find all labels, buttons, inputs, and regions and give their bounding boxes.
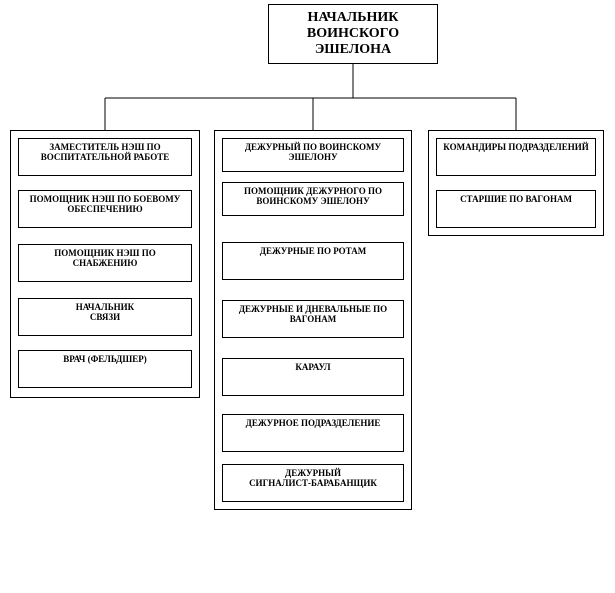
node-label: ПОМОЩНИК НЭШ ПО БОЕВОМУ ОБЕСПЕЧЕНИЮ — [21, 194, 189, 215]
node-duty-assistant: ПОМОЩНИК ДЕЖУРНОГО ПО ВОИНСКОМУ ЭШЕЛОНУ — [222, 182, 404, 216]
node-doctor: ВРАЧ (ФЕЛЬДШЕР) — [18, 350, 192, 388]
node-assistant-supply: ПОМОЩНИК НЭШ ПО СНАБЖЕНИЮ — [18, 244, 192, 282]
node-label: ЗАМЕСТИТЕЛЬ НЭШ ПО ВОСПИТАТЕЛЬНОЙ РАБОТЕ — [21, 142, 189, 163]
node-duty-company: ДЕЖУРНЫЕ ПО РОТАМ — [222, 242, 404, 280]
node-assistant-combat: ПОМОЩНИК НЭШ ПО БОЕВОМУ ОБЕСПЕЧЕНИЮ — [18, 190, 192, 228]
node-label: ДЕЖУРНЫЙСИГНАЛИСТ-БАРАБАНЩИК — [249, 468, 377, 489]
node-label: НАЧАЛЬНИКСВЯЗИ — [76, 302, 134, 323]
node-duty-echelon: ДЕЖУРНЫЙ ПО ВОИНСКОМУ ЭШЕЛОНУ — [222, 138, 404, 172]
node-signalist: ДЕЖУРНЫЙСИГНАЛИСТ-БАРАБАНЩИК — [222, 464, 404, 502]
node-label: ДЕЖУРНЫЙ ПО ВОИНСКОМУ ЭШЕЛОНУ — [225, 142, 401, 163]
node-wagon-seniors: СТАРШИЕ ПО ВАГОНАМ — [436, 190, 596, 228]
node-label: ДЕЖУРНОЕ ПОДРАЗДЕЛЕНИЕ — [246, 418, 381, 428]
root-node: НАЧАЛЬНИКВОИНСКОГОЭШЕЛОНА — [268, 4, 438, 64]
node-guard: КАРАУЛ — [222, 358, 404, 396]
node-label: КОМАНДИРЫ ПОДРАЗДЕЛЕНИЙ — [443, 142, 588, 152]
node-label: КАРАУЛ — [295, 362, 330, 372]
node-unit-commanders: КОМАНДИРЫ ПОДРАЗДЕЛЕНИЙ — [436, 138, 596, 176]
node-duty-unit: ДЕЖУРНОЕ ПОДРАЗДЕЛЕНИЕ — [222, 414, 404, 452]
root-node-label: НАЧАЛЬНИКВОИНСКОГОЭШЕЛОНА — [307, 10, 399, 58]
node-label: ВРАЧ (ФЕЛЬДШЕР) — [63, 354, 147, 364]
node-label: СТАРШИЕ ПО ВАГОНАМ — [460, 194, 572, 204]
node-deputy-educational: ЗАМЕСТИТЕЛЬ НЭШ ПО ВОСПИТАТЕЛЬНОЙ РАБОТЕ — [18, 138, 192, 176]
node-label: ДЕЖУРНЫЕ И ДНЕВАЛЬНЫЕ ПО ВАГОНАМ — [225, 304, 401, 325]
node-label: ПОМОЩНИК ДЕЖУРНОГО ПО ВОИНСКОМУ ЭШЕЛОНУ — [225, 186, 401, 207]
node-comms-chief: НАЧАЛЬНИКСВЯЗИ — [18, 298, 192, 336]
node-label: ДЕЖУРНЫЕ ПО РОТАМ — [260, 246, 366, 256]
node-label: ПОМОЩНИК НЭШ ПО СНАБЖЕНИЮ — [21, 248, 189, 269]
node-duty-wagons: ДЕЖУРНЫЕ И ДНЕВАЛЬНЫЕ ПО ВАГОНАМ — [222, 300, 404, 338]
